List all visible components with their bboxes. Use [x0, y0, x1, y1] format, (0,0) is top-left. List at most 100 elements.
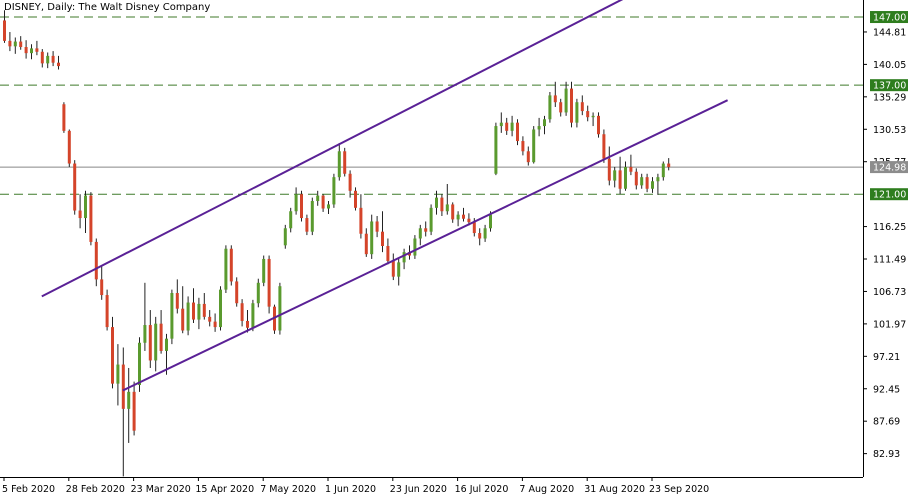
candle: [440, 194, 444, 217]
channel-line-upper[interactable]: [41, 0, 625, 298]
candle-body: [175, 293, 179, 309]
candle: [165, 333, 168, 375]
candle: [586, 105, 590, 122]
x-tick-label: 7 Aug 2020: [519, 484, 574, 495]
candle: [213, 313, 217, 332]
candle-body: [62, 104, 66, 131]
candle-body: [89, 195, 93, 242]
x-tick-label: 7 May 2020: [260, 484, 316, 495]
x-tick-label: 23 Mar 2020: [131, 484, 191, 495]
candle-body: [343, 151, 347, 174]
candle-body: [24, 47, 28, 54]
candle: [337, 143, 341, 181]
candle: [413, 235, 417, 259]
candle: [219, 286, 222, 331]
candle-body: [294, 194, 298, 212]
channel-lines[interactable]: [41, 0, 729, 392]
candle: [175, 279, 179, 314]
candle: [197, 297, 201, 330]
candle: [300, 190, 303, 222]
y-tick-label: 97.21: [873, 352, 900, 363]
candle-body: [472, 222, 476, 234]
candle: [494, 122, 498, 176]
candle-body: [208, 316, 212, 322]
candle-body: [192, 302, 195, 320]
y-tick-label: 144.81: [873, 27, 906, 38]
candle-body: [370, 221, 374, 255]
candle-body: [516, 122, 519, 142]
candle: [246, 310, 249, 333]
candle: [548, 91, 552, 123]
candle: [192, 288, 195, 323]
candle-body: [489, 214, 492, 229]
candle: [283, 224, 287, 249]
price-tags: 147.00 137.00 121.00 124.98: [870, 11, 908, 201]
candle: [521, 136, 525, 156]
candle-body: [526, 151, 530, 163]
candle-body: [553, 95, 557, 103]
candle-body: [305, 218, 309, 232]
candle: [391, 253, 395, 281]
candle-body: [197, 303, 201, 320]
candle: [564, 81, 568, 116]
candle-body: [402, 252, 406, 263]
candle: [57, 55, 60, 70]
candle-body: [440, 197, 444, 212]
symbol-label: DISNEY: [4, 2, 41, 13]
candle: [154, 316, 158, 372]
candle-body: [418, 228, 422, 239]
y-tick-label: 92.45: [873, 384, 900, 395]
candle-body: [359, 207, 363, 234]
candle: [456, 211, 460, 227]
candle: [143, 282, 147, 351]
candle: [40, 49, 44, 68]
candle: [332, 173, 336, 208]
candle: [656, 173, 660, 195]
y-tick-label: 82.93: [873, 449, 900, 460]
company-label: The Walt Disney Company: [78, 2, 211, 13]
candle-body: [300, 194, 303, 219]
candle-body: [8, 40, 12, 47]
candle-body: [251, 303, 255, 328]
candle: [532, 126, 536, 164]
candle: [607, 146, 611, 186]
candle: [224, 245, 228, 294]
candle-body: [148, 325, 152, 361]
candle-body: [348, 173, 352, 191]
candle: [30, 44, 33, 60]
candle-body: [580, 102, 584, 112]
candle: [575, 98, 579, 128]
candle: [634, 168, 638, 190]
y-tick-label: 101.97: [873, 319, 906, 330]
candle: [424, 221, 428, 237]
price-tag: 137.00: [870, 79, 908, 92]
candle: [13, 37, 17, 54]
candle: [526, 146, 530, 166]
price-tag-box: [870, 188, 908, 201]
candle: [46, 52, 50, 69]
candle: [537, 117, 541, 137]
y-tick-label: 106.73: [873, 287, 906, 298]
price-tag-box: [870, 161, 908, 174]
x-tick-label: 1 Jun 2020: [325, 484, 376, 495]
candle: [89, 192, 93, 246]
candle: [78, 194, 82, 229]
candle: [240, 299, 244, 327]
candle-body: [413, 238, 417, 256]
channel-line-lower_continued[interactable]: [122, 99, 729, 392]
candle-body: [57, 62, 60, 67]
candle-body: [397, 262, 401, 277]
candle: [289, 207, 293, 233]
candle: [116, 344, 120, 406]
y-tick-label: 140.05: [873, 60, 906, 71]
candle-body: [532, 129, 536, 163]
candle-body: [424, 228, 428, 232]
candle: [310, 197, 314, 236]
candle: [418, 224, 422, 246]
candle: [229, 245, 233, 286]
candle-body: [435, 197, 438, 208]
candle-body: [116, 364, 120, 384]
y-tick-label: 111.49: [873, 255, 906, 266]
candle: [667, 158, 671, 171]
